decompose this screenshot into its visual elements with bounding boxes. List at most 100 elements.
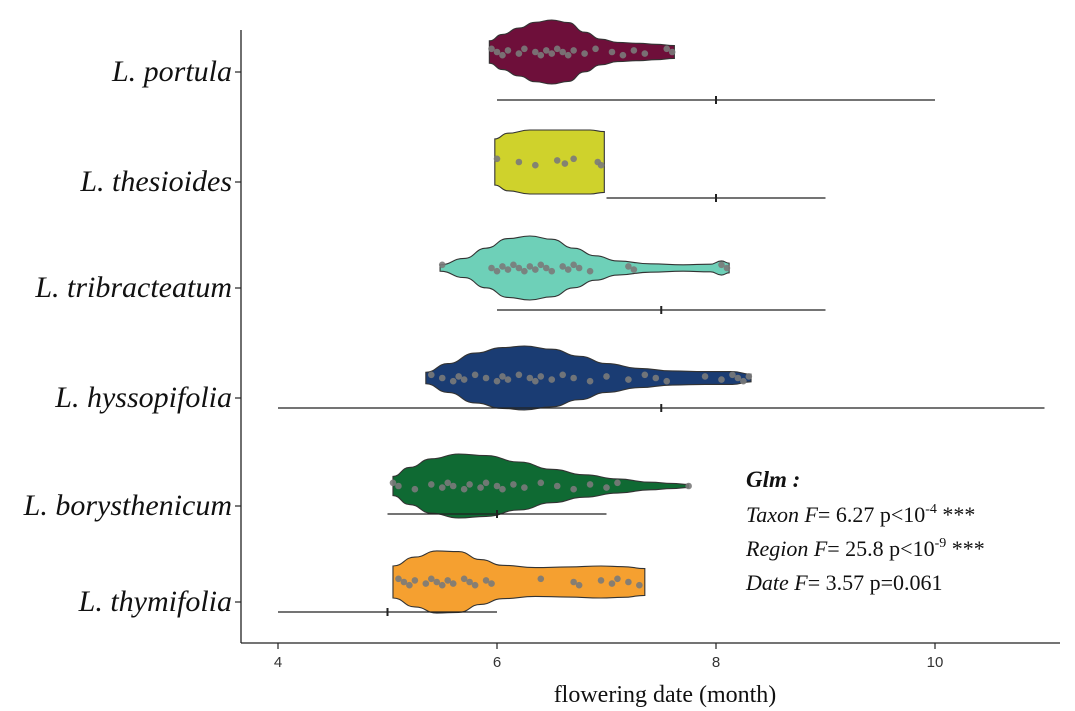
data-point (537, 51, 545, 59)
data-point (570, 578, 577, 586)
data-point (625, 578, 632, 586)
data-point (636, 581, 643, 589)
data-point (433, 578, 441, 586)
data-point (740, 377, 747, 385)
data-point (559, 48, 566, 56)
x-tick-label-8: 8 (712, 654, 720, 671)
data-point (493, 377, 501, 385)
violin-group-5 (278, 550, 646, 616)
data-point (537, 373, 545, 380)
data-point (455, 373, 462, 380)
data-point (515, 371, 523, 379)
data-point (597, 161, 605, 169)
data-point (438, 374, 446, 382)
data-point (438, 484, 446, 491)
data-point (532, 266, 539, 273)
data-point (482, 577, 490, 584)
x-tick-label-10: 10 (927, 654, 944, 671)
data-point (488, 45, 495, 53)
data-point (537, 261, 545, 269)
data-point (559, 263, 566, 270)
violin-2 (439, 235, 730, 301)
data-point (471, 581, 479, 589)
data-point (449, 377, 457, 385)
data-point (570, 47, 577, 54)
axes: 4 6 8 10 (240, 30, 1060, 671)
data-point (406, 581, 413, 589)
data-point (641, 371, 649, 379)
data-point (395, 575, 402, 583)
category-label-3: L. hyssopifolia (54, 381, 232, 414)
data-point (493, 482, 501, 490)
data-point (411, 485, 419, 493)
glm-stats-annotation: Glm : Taxon F= 6.27 p<10-4 *** Region F=… (746, 462, 985, 600)
data-point (515, 158, 523, 166)
data-point (723, 264, 731, 272)
data-point (586, 267, 594, 275)
data-point (521, 45, 528, 53)
data-point (488, 580, 495, 587)
data-point (477, 484, 484, 491)
category-label-1: L. thesioides (79, 165, 232, 198)
data-point (521, 484, 528, 491)
data-point (570, 155, 577, 163)
data-point (542, 264, 550, 272)
data-point (685, 482, 692, 490)
data-point (526, 374, 534, 382)
data-point (729, 371, 736, 379)
data-point (400, 578, 408, 586)
data-point (652, 374, 660, 382)
data-point (488, 264, 495, 272)
data-point (449, 580, 457, 587)
stats-region: Region F= 25.8 p<10-9 *** (746, 535, 985, 561)
data-point (608, 48, 616, 56)
data-point (493, 48, 501, 56)
data-point (510, 261, 517, 269)
data-point (499, 51, 506, 59)
data-point (603, 373, 610, 380)
category-label-0: L. portula (111, 55, 232, 88)
data-point (570, 261, 577, 269)
category-labels: L. portula L. thesioides L. tribracteatum L… (23, 55, 241, 618)
violin-group-3 (278, 345, 1045, 412)
data-point (493, 267, 501, 275)
data-point (575, 581, 583, 589)
stats-heading: Glm : (746, 467, 801, 492)
data-point (586, 481, 594, 488)
data-point (614, 575, 621, 583)
data-point (504, 376, 512, 383)
violin-group-4 (387, 453, 692, 519)
data-point (603, 484, 610, 491)
data-point (570, 485, 577, 493)
data-point (553, 45, 561, 53)
data-point (510, 481, 517, 488)
data-point (532, 48, 539, 56)
data-point (444, 479, 452, 487)
data-point (718, 261, 725, 269)
data-point (559, 371, 566, 379)
data-point (734, 374, 742, 382)
data-point (625, 376, 632, 383)
data-point (625, 263, 632, 270)
x-axis-title: flowering date (month) (554, 682, 777, 708)
violin-group-0 (488, 19, 935, 104)
data-point (482, 479, 490, 487)
data-point (526, 263, 534, 270)
data-point (499, 263, 506, 270)
data-point (641, 50, 649, 57)
stats-taxon: Taxon F= 6.27 p<10-4 *** (746, 501, 976, 527)
data-point (422, 580, 430, 587)
data-point (553, 482, 561, 490)
data-point (575, 264, 583, 272)
data-point (592, 45, 599, 53)
data-point (668, 48, 676, 56)
data-point (515, 264, 523, 272)
data-point (466, 481, 473, 488)
data-point (438, 261, 446, 269)
data-point (428, 371, 435, 379)
data-point (466, 578, 473, 586)
data-point (553, 157, 561, 164)
data-point (504, 266, 512, 273)
data-point (745, 373, 753, 380)
violins (278, 19, 1045, 616)
